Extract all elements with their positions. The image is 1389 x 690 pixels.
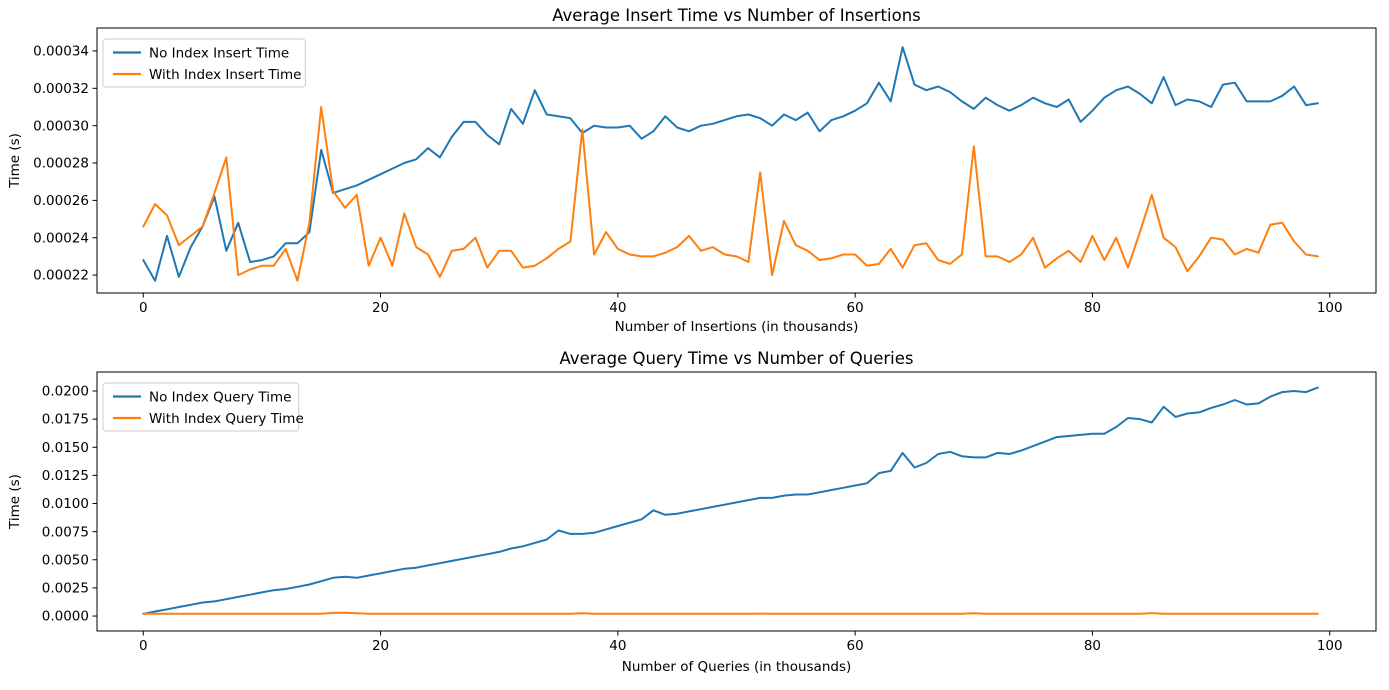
query-chart-legend: No Index Query Time With Index Query Time bbox=[102, 382, 304, 432]
query-chart-title: Average Query Time vs Number of Queries bbox=[559, 349, 913, 368]
insert-chart-series-1 bbox=[142, 106, 1319, 282]
query-chart-x-axis: 0 20 40 60 80 100 bbox=[139, 631, 1343, 654]
insert-chart-frame bbox=[96, 27, 1377, 294]
insert-chart-ylabel: Time (s) bbox=[7, 133, 23, 189]
y-tick-label: 0.0000 bbox=[42, 609, 89, 625]
insert-chart-legend: No Index Insert Time With Index Insert Ti… bbox=[102, 38, 306, 88]
x-tick-label: 100 bbox=[1317, 300, 1343, 316]
y-tick-label: 0.0075 bbox=[42, 524, 89, 540]
insert-chart-x-axis: 0 20 40 60 80 100 bbox=[139, 293, 1343, 316]
y-tick-label: 0.0200 bbox=[42, 384, 89, 400]
legend-label: No Index Insert Time bbox=[149, 45, 289, 61]
y-tick-label: 0.0150 bbox=[42, 440, 89, 456]
x-tick-label: 40 bbox=[609, 300, 626, 316]
x-tick-label: 80 bbox=[1084, 638, 1101, 654]
x-tick-label: 0 bbox=[139, 638, 148, 654]
y-tick-label: 0.00022 bbox=[33, 268, 89, 284]
x-tick-label: 40 bbox=[609, 638, 626, 654]
legend-box bbox=[102, 38, 306, 88]
x-tick-label: 20 bbox=[372, 300, 389, 316]
query-chart-ylabel: Time (s) bbox=[7, 474, 23, 530]
y-tick-label: 0.0100 bbox=[42, 496, 89, 512]
query-chart-series-1 bbox=[142, 611, 1319, 615]
insert-chart-y-axis: 0.00022 0.00024 0.00026 0.00028 0.00030 0.000… bbox=[33, 44, 97, 284]
query-chart-series-0 bbox=[142, 386, 1319, 615]
insert-chart-title: Average Insert Time vs Number of Inserti… bbox=[552, 6, 921, 25]
legend-label: With Index Query Time bbox=[149, 411, 304, 427]
insert-chart-series-0 bbox=[142, 46, 1319, 282]
legend-box bbox=[102, 382, 300, 432]
legend-label: No Index Query Time bbox=[149, 389, 291, 405]
insert-chart-plot-area bbox=[97, 28, 1376, 293]
query-chart-frame bbox=[96, 371, 1377, 632]
y-tick-label: 0.00034 bbox=[33, 44, 89, 60]
x-tick-label: 0 bbox=[139, 300, 148, 316]
y-tick-label: 0.00024 bbox=[33, 230, 89, 246]
insert-chart-xlabel: Number of Insertions (in thousands) bbox=[615, 319, 859, 335]
y-tick-label: 0.0025 bbox=[42, 581, 89, 597]
x-tick-label: 80 bbox=[1084, 300, 1101, 316]
x-tick-label: 100 bbox=[1317, 638, 1343, 654]
y-tick-label: 0.0050 bbox=[42, 552, 89, 568]
query-chart-xlabel: Number of Queries (in thousands) bbox=[622, 659, 852, 675]
y-tick-label: 0.00026 bbox=[33, 193, 89, 209]
insert-chart: 0 20 40 60 80 100 0.00022 0.00024 0.00026 0.00028… bbox=[7, 6, 1377, 335]
x-tick-label: 20 bbox=[372, 638, 389, 654]
y-tick-label: 0.0175 bbox=[42, 412, 89, 428]
x-tick-label: 60 bbox=[847, 300, 864, 316]
y-tick-label: 0.00032 bbox=[33, 81, 89, 97]
y-tick-label: 0.00030 bbox=[33, 118, 89, 134]
x-tick-label: 60 bbox=[847, 638, 864, 654]
legend-label: With Index Insert Time bbox=[149, 67, 301, 83]
y-tick-label: 0.0125 bbox=[42, 468, 89, 484]
query-chart: 0 20 40 60 80 100 0.0000 0.0025 0.0050 0.0075 0.01… bbox=[7, 349, 1377, 675]
y-tick-label: 0.00028 bbox=[33, 156, 89, 172]
query-chart-y-axis: 0.0000 0.0025 0.0050 0.0075 0.0100 0.0125 0.01… bbox=[42, 384, 97, 625]
